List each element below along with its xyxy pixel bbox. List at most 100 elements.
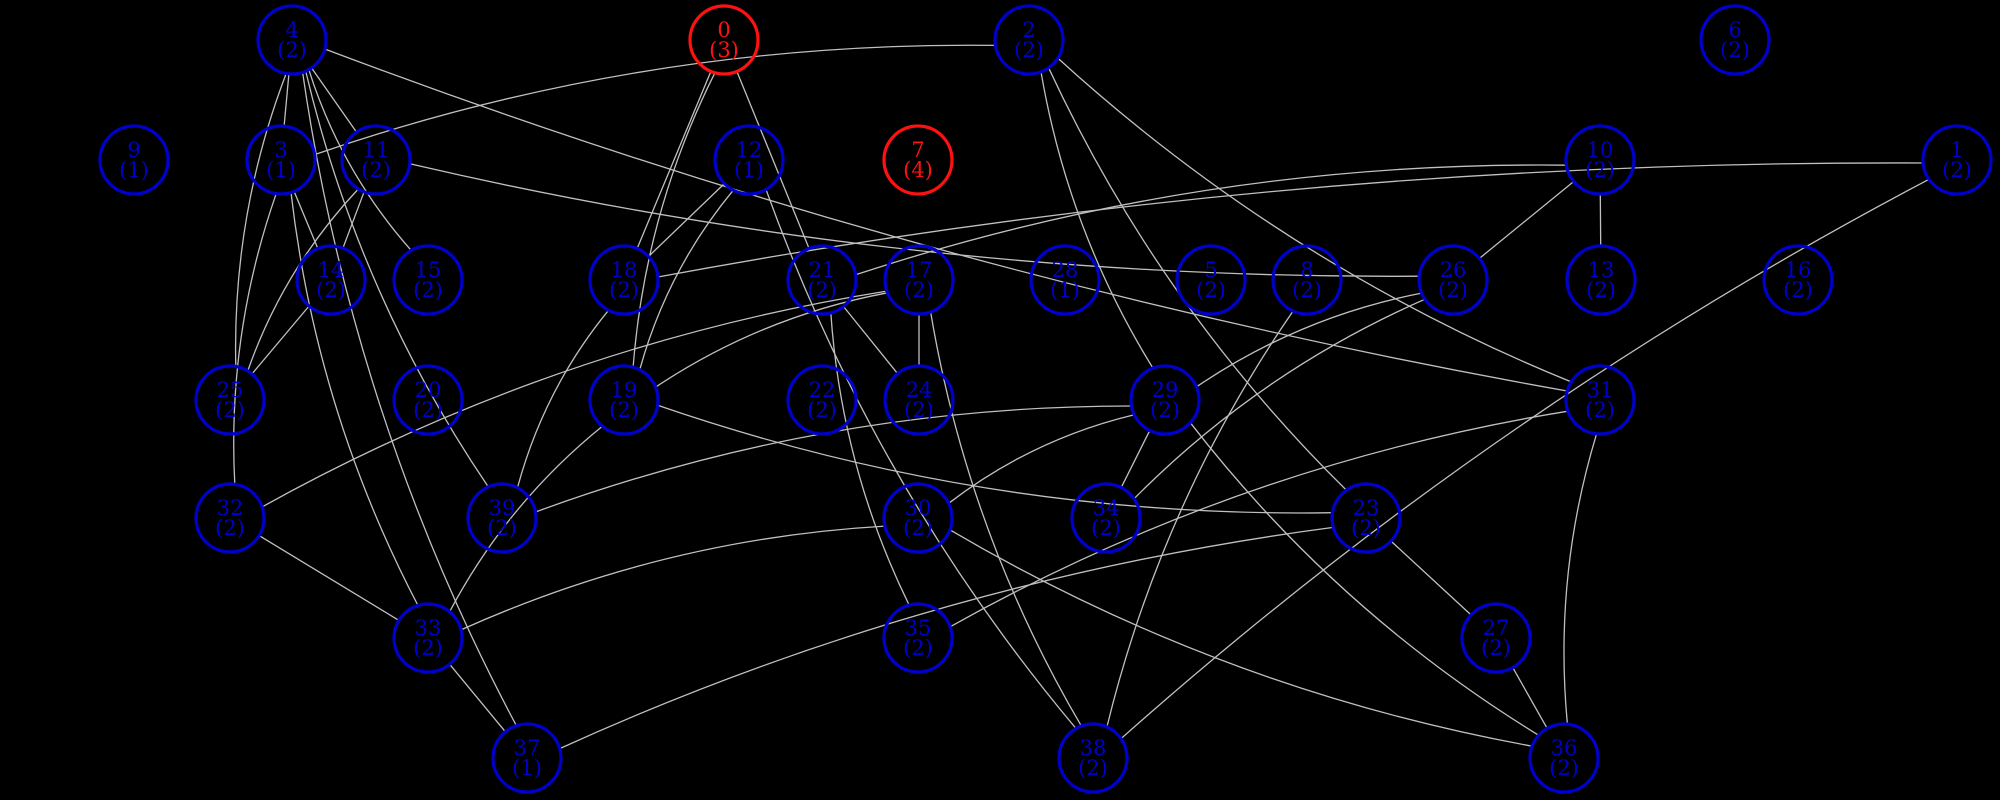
node-24[interactable]: 24(2) (883, 364, 955, 436)
node-1[interactable]: 1(2) (1921, 124, 1993, 196)
node-38[interactable]: 38(2) (1057, 722, 1129, 794)
node-23[interactable]: 23(2) (1330, 482, 1402, 554)
node-31-id: 31 (1587, 378, 1614, 402)
node-16-id: 16 (1785, 258, 1812, 282)
node-5-count: (2) (1196, 278, 1226, 302)
node-16-count: (2) (1783, 278, 1813, 302)
node-13-circle (1565, 244, 1637, 316)
node-15[interactable]: 15(2) (392, 244, 464, 316)
node-38-count: (2) (1078, 756, 1108, 780)
node-30-id: 30 (905, 496, 932, 520)
node-38-id: 38 (1080, 736, 1107, 760)
node-29[interactable]: 29(2) (1129, 364, 1201, 436)
node-11[interactable]: 11(2) (340, 124, 412, 196)
node-25-count: (2) (215, 398, 245, 422)
node-16[interactable]: 16(2) (1762, 244, 1834, 316)
node-22-count: (2) (807, 398, 837, 422)
edge-4-37 (301, 72, 517, 727)
edges-layer (233, 44, 1930, 750)
edge-0-19 (632, 72, 716, 368)
node-36-circle (1528, 722, 1600, 794)
node-22-circle (786, 364, 858, 436)
node-14[interactable]: 14(2) (295, 244, 367, 316)
node-21[interactable]: 21(2) (786, 244, 858, 316)
node-7-circle (882, 124, 954, 196)
node-24-circle (883, 364, 955, 436)
edge-12-18 (648, 183, 725, 257)
node-18[interactable]: 18(2) (588, 244, 660, 316)
edge-17-19 (655, 292, 888, 388)
node-32[interactable]: 32(2) (194, 482, 266, 554)
node-5[interactable]: 5(2) (1175, 244, 1247, 316)
node-33-circle (392, 602, 464, 674)
edge-10-26 (1478, 180, 1575, 260)
node-31[interactable]: 31(2) (1564, 364, 1636, 436)
node-17-id: 17 (906, 258, 933, 282)
node-22-id: 22 (809, 378, 836, 402)
node-26[interactable]: 26(2) (1417, 244, 1489, 316)
node-8[interactable]: 8(2) (1271, 244, 1343, 316)
edge-31-35 (949, 410, 1569, 628)
node-28[interactable]: 28(1) (1029, 244, 1101, 316)
node-32-count: (2) (215, 516, 245, 540)
node-25[interactable]: 25(2) (194, 364, 266, 436)
node-26-circle (1417, 244, 1489, 316)
node-39[interactable]: 39(2) (466, 482, 538, 554)
node-18-id: 18 (611, 258, 638, 282)
node-37-count: (1) (512, 756, 542, 780)
node-17[interactable]: 17(2) (883, 244, 955, 316)
node-14-count: (2) (316, 278, 346, 302)
node-15-id: 15 (415, 258, 442, 282)
node-34-count: (2) (1091, 516, 1121, 540)
edge-11-14 (342, 191, 365, 249)
node-29-circle (1129, 364, 1201, 436)
node-6[interactable]: 6(2) (1699, 4, 1771, 76)
node-36-id: 36 (1551, 736, 1578, 760)
edge-14-25 (251, 305, 310, 375)
node-37-id: 37 (514, 736, 541, 760)
node-11-circle (340, 124, 412, 196)
node-15-circle (392, 244, 464, 316)
node-7[interactable]: 7(4) (882, 124, 954, 196)
node-19[interactable]: 19(2) (588, 364, 660, 436)
node-36[interactable]: 36(2) (1528, 722, 1600, 794)
edge-3-32 (233, 193, 277, 485)
node-9-circle (98, 124, 170, 196)
nodes-layer: 0(3)1(2)2(2)3(1)4(2)5(2)6(2)7(4)8(2)9(1)… (98, 4, 1993, 794)
node-25-circle (194, 364, 266, 436)
edge-21-24 (842, 305, 899, 375)
node-27[interactable]: 27(2) (1460, 602, 1532, 674)
node-13[interactable]: 13(2) (1565, 244, 1637, 316)
node-16-circle (1762, 244, 1834, 316)
node-10[interactable]: 10(2) (1564, 124, 1636, 196)
edge-19-33 (449, 425, 603, 613)
node-14-id: 14 (318, 258, 345, 282)
node-20[interactable]: 20(2) (392, 364, 464, 436)
node-3-id: 3 (274, 138, 287, 162)
edge-4-31 (324, 48, 1568, 392)
node-8-id: 8 (1300, 258, 1313, 282)
node-30[interactable]: 30(2) (882, 482, 954, 554)
node-2[interactable]: 2(2) (993, 4, 1065, 76)
node-0-count: (3) (709, 38, 739, 62)
node-0[interactable]: 0(3) (688, 4, 760, 76)
node-34[interactable]: 34(2) (1070, 482, 1142, 554)
node-31-circle (1564, 364, 1636, 436)
node-4[interactable]: 4(2) (256, 4, 328, 76)
node-9[interactable]: 9(1) (98, 124, 170, 196)
node-22[interactable]: 22(2) (786, 364, 858, 436)
edge-4-11 (310, 67, 358, 133)
node-34-circle (1070, 482, 1142, 554)
node-5-circle (1175, 244, 1247, 316)
edge-2-29 (1040, 71, 1154, 369)
node-36-count: (2) (1549, 756, 1579, 780)
node-15-count: (2) (413, 278, 443, 302)
node-12[interactable]: 12(1) (713, 124, 785, 196)
node-33[interactable]: 33(2) (392, 602, 464, 674)
node-35-id: 35 (905, 616, 932, 640)
node-3[interactable]: 3(1) (245, 124, 317, 196)
node-35[interactable]: 35(2) (882, 602, 954, 674)
edge-4-25 (234, 73, 287, 367)
node-37[interactable]: 37(1) (491, 722, 563, 794)
node-21-count: (2) (807, 278, 837, 302)
